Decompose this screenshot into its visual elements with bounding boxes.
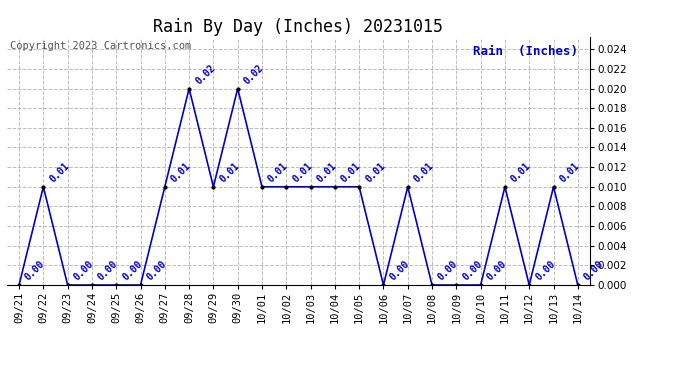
Text: 0.00: 0.00 xyxy=(72,259,95,283)
Text: 0.01: 0.01 xyxy=(412,161,435,184)
Text: 0.00: 0.00 xyxy=(533,259,557,283)
Text: 0.01: 0.01 xyxy=(558,161,582,184)
Text: 0.00: 0.00 xyxy=(582,259,606,283)
Text: 0.00: 0.00 xyxy=(96,259,120,283)
Title: Rain By Day (Inches) 20231015: Rain By Day (Inches) 20231015 xyxy=(153,18,444,36)
Text: Copyright 2023 Cartronics.com: Copyright 2023 Cartronics.com xyxy=(10,41,192,51)
Text: 0.01: 0.01 xyxy=(364,161,387,184)
Text: Rain  (Inches): Rain (Inches) xyxy=(473,45,578,58)
Text: 0.00: 0.00 xyxy=(460,259,484,283)
Text: 0.02: 0.02 xyxy=(193,63,217,86)
Text: 0.01: 0.01 xyxy=(339,161,363,184)
Text: 0.00: 0.00 xyxy=(485,259,509,283)
Text: 0.01: 0.01 xyxy=(48,161,71,184)
Text: 0.01: 0.01 xyxy=(290,161,314,184)
Text: 0.01: 0.01 xyxy=(509,161,533,184)
Text: 0.01: 0.01 xyxy=(266,161,290,184)
Text: 0.01: 0.01 xyxy=(315,161,338,184)
Text: 0.02: 0.02 xyxy=(242,63,266,86)
Text: 0.01: 0.01 xyxy=(169,161,193,184)
Text: 0.00: 0.00 xyxy=(388,259,411,283)
Text: 0.00: 0.00 xyxy=(436,259,460,283)
Text: 0.00: 0.00 xyxy=(120,259,144,283)
Text: 0.01: 0.01 xyxy=(217,161,241,184)
Text: 0.00: 0.00 xyxy=(23,259,47,283)
Text: 0.00: 0.00 xyxy=(145,259,168,283)
